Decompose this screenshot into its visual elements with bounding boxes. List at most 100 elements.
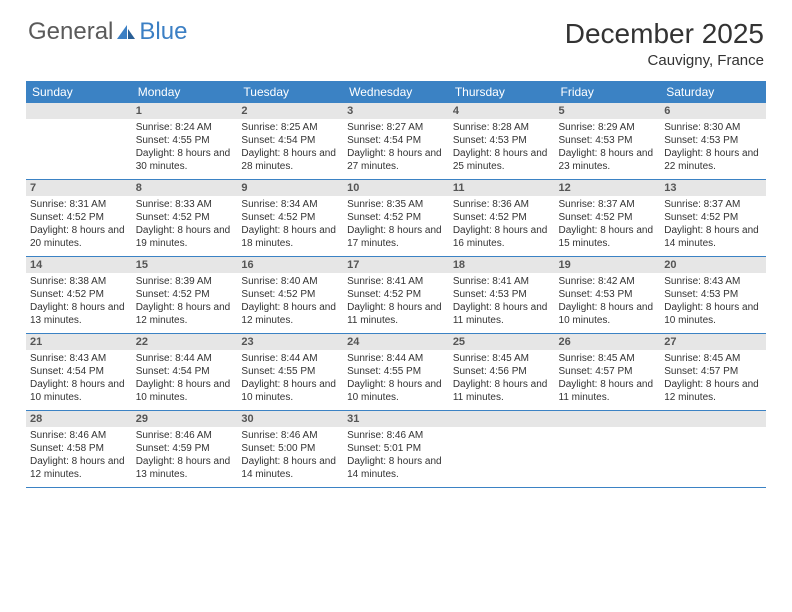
daylight-line: Daylight: 8 hours and 13 minutes. [136, 455, 234, 481]
day-number: 24 [343, 334, 449, 350]
daylight-line: Daylight: 8 hours and 16 minutes. [453, 224, 551, 250]
sunset-line: Sunset: 4:53 PM [453, 134, 551, 147]
day-text [555, 427, 661, 483]
calendar-cell: 24Sunrise: 8:44 AMSunset: 4:55 PMDayligh… [343, 334, 449, 411]
calendar-cell: 30Sunrise: 8:46 AMSunset: 5:00 PMDayligh… [237, 411, 343, 488]
sunset-line: Sunset: 4:53 PM [453, 288, 551, 301]
day-number: 19 [555, 257, 661, 273]
sunset-line: Sunset: 4:52 PM [347, 288, 445, 301]
calendar-row: 14Sunrise: 8:38 AMSunset: 4:52 PMDayligh… [26, 257, 766, 334]
daylight-line: Daylight: 8 hours and 10 minutes. [241, 378, 339, 404]
calendar-cell: 18Sunrise: 8:41 AMSunset: 4:53 PMDayligh… [449, 257, 555, 334]
day-number: 2 [237, 103, 343, 119]
sunrise-line: Sunrise: 8:44 AM [241, 352, 339, 365]
sunset-line: Sunset: 4:52 PM [241, 211, 339, 224]
daylight-line: Daylight: 8 hours and 30 minutes. [136, 147, 234, 173]
sunset-line: Sunset: 4:59 PM [136, 442, 234, 455]
brand-logo: General Blue [28, 18, 187, 46]
day-number: 29 [132, 411, 238, 427]
sunset-line: Sunset: 4:54 PM [241, 134, 339, 147]
calendar-cell: 13Sunrise: 8:37 AMSunset: 4:52 PMDayligh… [660, 180, 766, 257]
calendar-body: 1Sunrise: 8:24 AMSunset: 4:55 PMDaylight… [26, 103, 766, 488]
calendar-cell [26, 103, 132, 180]
day-number: 15 [132, 257, 238, 273]
day-number: 31 [343, 411, 449, 427]
day-text: Sunrise: 8:46 AMSunset: 5:01 PMDaylight:… [343, 427, 449, 487]
day-text: Sunrise: 8:28 AMSunset: 4:53 PMDaylight:… [449, 119, 555, 179]
dayhead-tue: Tuesday [237, 81, 343, 103]
day-text: Sunrise: 8:35 AMSunset: 4:52 PMDaylight:… [343, 196, 449, 256]
day-text: Sunrise: 8:27 AMSunset: 4:54 PMDaylight:… [343, 119, 449, 179]
sunset-line: Sunset: 4:52 PM [664, 211, 762, 224]
calendar-cell: 16Sunrise: 8:40 AMSunset: 4:52 PMDayligh… [237, 257, 343, 334]
day-number: 18 [449, 257, 555, 273]
sunrise-line: Sunrise: 8:28 AM [453, 121, 551, 134]
brand-part2: Blue [139, 18, 187, 46]
sunrise-line: Sunrise: 8:39 AM [136, 275, 234, 288]
calendar-cell: 19Sunrise: 8:42 AMSunset: 4:53 PMDayligh… [555, 257, 661, 334]
day-number: 14 [26, 257, 132, 273]
day-text: Sunrise: 8:29 AMSunset: 4:53 PMDaylight:… [555, 119, 661, 179]
day-number: 9 [237, 180, 343, 196]
day-number: 5 [555, 103, 661, 119]
sunset-line: Sunset: 4:54 PM [347, 134, 445, 147]
calendar-cell: 25Sunrise: 8:45 AMSunset: 4:56 PMDayligh… [449, 334, 555, 411]
day-number: 21 [26, 334, 132, 350]
daylight-line: Daylight: 8 hours and 10 minutes. [347, 378, 445, 404]
sunset-line: Sunset: 4:52 PM [241, 288, 339, 301]
daylight-line: Daylight: 8 hours and 18 minutes. [241, 224, 339, 250]
sunrise-line: Sunrise: 8:27 AM [347, 121, 445, 134]
calendar-cell: 28Sunrise: 8:46 AMSunset: 4:58 PMDayligh… [26, 411, 132, 488]
day-number: 13 [660, 180, 766, 196]
daylight-line: Daylight: 8 hours and 10 minutes. [136, 378, 234, 404]
sunset-line: Sunset: 4:53 PM [664, 134, 762, 147]
day-number: 25 [449, 334, 555, 350]
sunrise-line: Sunrise: 8:41 AM [453, 275, 551, 288]
sunset-line: Sunset: 4:53 PM [559, 134, 657, 147]
title-block: December 2025 Cauvigny, France [565, 18, 764, 69]
daylight-line: Daylight: 8 hours and 14 minutes. [664, 224, 762, 250]
calendar-cell: 12Sunrise: 8:37 AMSunset: 4:52 PMDayligh… [555, 180, 661, 257]
day-number [555, 411, 661, 427]
sunset-line: Sunset: 4:52 PM [136, 211, 234, 224]
sunrise-line: Sunrise: 8:42 AM [559, 275, 657, 288]
day-number: 27 [660, 334, 766, 350]
day-text: Sunrise: 8:44 AMSunset: 4:55 PMDaylight:… [237, 350, 343, 410]
day-text: Sunrise: 8:37 AMSunset: 4:52 PMDaylight:… [660, 196, 766, 256]
sunrise-line: Sunrise: 8:46 AM [347, 429, 445, 442]
calendar-cell [660, 411, 766, 488]
sail-icon [115, 23, 137, 41]
day-text: Sunrise: 8:44 AMSunset: 4:55 PMDaylight:… [343, 350, 449, 410]
daylight-line: Daylight: 8 hours and 14 minutes. [347, 455, 445, 481]
day-number: 10 [343, 180, 449, 196]
day-text [449, 427, 555, 483]
day-number [449, 411, 555, 427]
day-text: Sunrise: 8:43 AMSunset: 4:54 PMDaylight:… [26, 350, 132, 410]
sunrise-line: Sunrise: 8:31 AM [30, 198, 128, 211]
sunrise-line: Sunrise: 8:35 AM [347, 198, 445, 211]
daylight-line: Daylight: 8 hours and 17 minutes. [347, 224, 445, 250]
calendar-cell: 26Sunrise: 8:45 AMSunset: 4:57 PMDayligh… [555, 334, 661, 411]
day-text [660, 427, 766, 483]
sunset-line: Sunset: 4:53 PM [559, 288, 657, 301]
daylight-line: Daylight: 8 hours and 11 minutes. [559, 378, 657, 404]
sunset-line: Sunset: 4:55 PM [347, 365, 445, 378]
sunset-line: Sunset: 4:52 PM [136, 288, 234, 301]
sunset-line: Sunset: 4:55 PM [136, 134, 234, 147]
sunrise-line: Sunrise: 8:33 AM [136, 198, 234, 211]
calendar-cell: 22Sunrise: 8:44 AMSunset: 4:54 PMDayligh… [132, 334, 238, 411]
daylight-line: Daylight: 8 hours and 23 minutes. [559, 147, 657, 173]
sunset-line: Sunset: 4:53 PM [664, 288, 762, 301]
sunrise-line: Sunrise: 8:36 AM [453, 198, 551, 211]
calendar-cell: 8Sunrise: 8:33 AMSunset: 4:52 PMDaylight… [132, 180, 238, 257]
calendar-cell: 27Sunrise: 8:45 AMSunset: 4:57 PMDayligh… [660, 334, 766, 411]
sunrise-line: Sunrise: 8:30 AM [664, 121, 762, 134]
day-number: 3 [343, 103, 449, 119]
sunset-line: Sunset: 4:57 PM [559, 365, 657, 378]
sunrise-line: Sunrise: 8:29 AM [559, 121, 657, 134]
calendar-cell: 17Sunrise: 8:41 AMSunset: 4:52 PMDayligh… [343, 257, 449, 334]
daylight-line: Daylight: 8 hours and 11 minutes. [453, 378, 551, 404]
sunrise-line: Sunrise: 8:24 AM [136, 121, 234, 134]
sunrise-line: Sunrise: 8:46 AM [241, 429, 339, 442]
sunset-line: Sunset: 4:54 PM [136, 365, 234, 378]
